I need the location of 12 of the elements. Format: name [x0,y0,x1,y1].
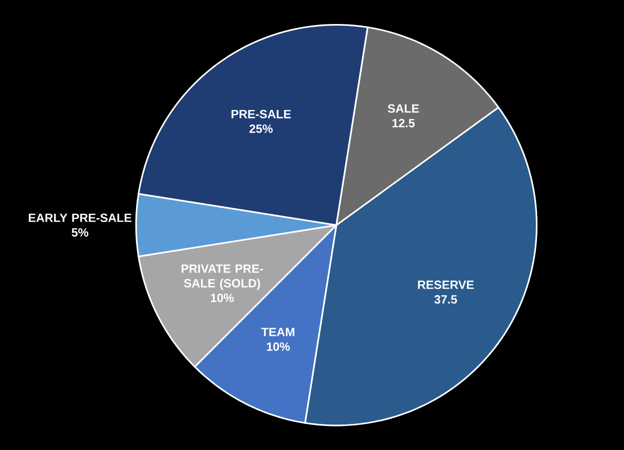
data-label: 12.5 [392,118,415,128]
slice-label: EARLY PRE-SALE [28,214,132,222]
data-label: 37.5 [434,295,457,304]
data-label: 10% [210,294,234,302]
slice-label: PRIVATE PRE-SALE (SOLD) [182,264,263,290]
data-label: 10% [266,342,290,351]
slice-label: RESERVE [418,280,474,290]
data-label: 5% [72,228,88,237]
slice-label: PRE-SALE [232,110,291,118]
slice-label: SALE [388,104,419,113]
slice-label: TEAM [261,328,294,336]
data-label: 25% [249,124,273,133]
